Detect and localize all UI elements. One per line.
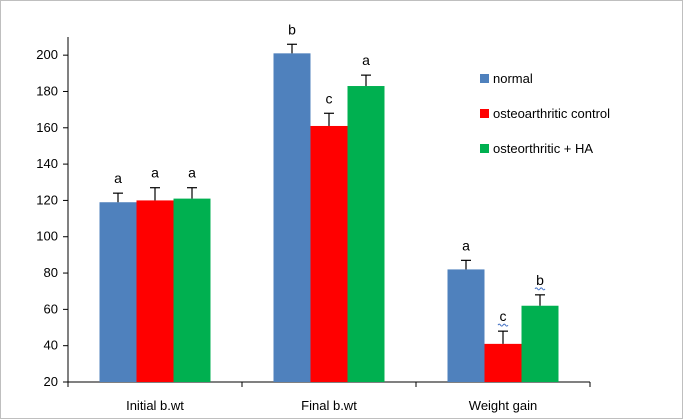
y-tick-label: 20: [44, 374, 58, 389]
legend-label: osteorthritic + HA: [493, 141, 593, 156]
y-tick-label: 200: [36, 47, 58, 62]
bar: [484, 343, 522, 382]
bar: [521, 305, 559, 382]
significance-underline: [497, 323, 509, 327]
legend-swatch: [480, 109, 489, 118]
significance-label: c: [500, 308, 507, 324]
significance-label: a: [362, 52, 370, 68]
bar: [273, 53, 311, 383]
legend-label: osteoarthritic control: [493, 106, 610, 121]
significance-label: a: [114, 170, 122, 186]
y-tick-label: 140: [36, 156, 58, 171]
category-label: Weight gain: [469, 398, 537, 413]
y-tick-label: 160: [36, 120, 58, 135]
y-tick-label: 60: [44, 301, 58, 316]
y-tick-label: 120: [36, 192, 58, 207]
significance-label: b: [288, 21, 296, 37]
y-tick-label: 180: [36, 83, 58, 98]
y-tick-label: 80: [44, 265, 58, 280]
category-label: Final b.wt: [301, 398, 357, 413]
bar: [173, 198, 211, 382]
significance-underline: [534, 287, 546, 291]
significance-label: c: [326, 90, 333, 106]
bar: [310, 125, 348, 382]
bar: [136, 200, 174, 382]
bar: [99, 202, 137, 382]
significance-label: b: [536, 272, 544, 288]
y-tick-label: 40: [44, 338, 58, 353]
legend-label: normal: [493, 71, 533, 86]
significance-label: a: [151, 165, 159, 181]
legend-swatch: [480, 74, 489, 83]
bar: [447, 269, 485, 382]
bar: [347, 86, 385, 383]
significance-label: a: [188, 165, 196, 181]
significance-label: a: [462, 237, 470, 253]
y-tick-label: 100: [36, 229, 58, 244]
category-label: Initial b.wt: [126, 398, 184, 413]
legend-swatch: [480, 144, 489, 153]
